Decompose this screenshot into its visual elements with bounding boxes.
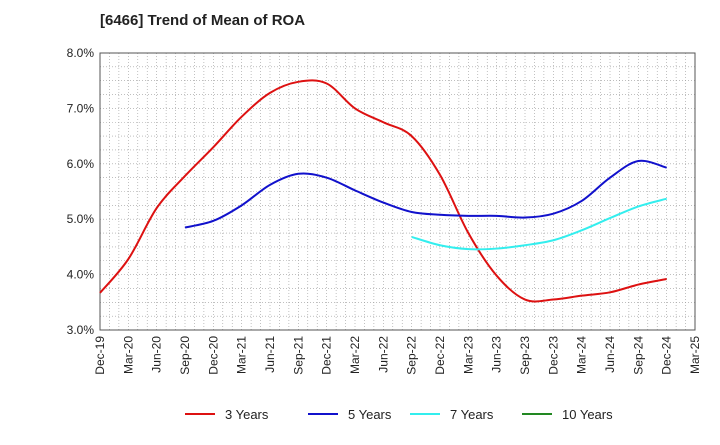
x-tick-label: Sep-23 xyxy=(518,336,532,375)
x-tick-label: Jun-24 xyxy=(603,336,617,373)
x-tick-label: Dec-23 xyxy=(546,336,560,375)
legend-label: 3 Years xyxy=(225,407,269,422)
legend-label: 7 Years xyxy=(450,407,494,422)
x-tick-label: Dec-21 xyxy=(320,336,334,375)
plot-frame xyxy=(99,52,696,331)
y-tick-label: 7.0% xyxy=(67,101,95,115)
x-tick-label: Mar-23 xyxy=(461,336,475,374)
x-tick-label: Mar-22 xyxy=(348,336,362,374)
series-line-3-years xyxy=(99,79,667,303)
x-tick-label: Sep-24 xyxy=(631,336,645,375)
x-tick-label: Dec-20 xyxy=(206,336,220,375)
legend-label: 10 Years xyxy=(562,407,613,422)
x-tick-label: Dec-24 xyxy=(660,336,674,375)
y-tick-label: 5.0% xyxy=(67,212,95,226)
chart-title: [6466] Trend of Mean of ROA xyxy=(100,12,306,29)
x-tick-label: Sep-22 xyxy=(405,336,419,375)
x-tick-label: Jun-22 xyxy=(376,336,390,373)
x-tick-label: Dec-19 xyxy=(93,336,107,375)
x-tick-label: Mar-21 xyxy=(235,336,249,374)
x-tick-label: Mar-25 xyxy=(688,336,702,374)
legend-label: 5 Years xyxy=(348,407,392,422)
x-tick-label: Mar-24 xyxy=(575,336,589,374)
y-tick-label: 6.0% xyxy=(67,157,95,171)
x-tick-label: Dec-22 xyxy=(433,336,447,375)
y-tick-label: 3.0% xyxy=(67,323,95,337)
x-tick-label: Sep-20 xyxy=(178,336,192,375)
x-tick-label: Jun-20 xyxy=(150,336,164,373)
x-tick-label: Jun-23 xyxy=(490,336,504,373)
y-tick-label: 4.0% xyxy=(67,268,95,282)
y-tick-label: 8.0% xyxy=(67,46,95,60)
x-tick-label: Mar-20 xyxy=(121,336,135,374)
x-tick-label: Jun-21 xyxy=(263,336,277,373)
series-line-5-years xyxy=(184,159,667,229)
x-tick-label: Sep-21 xyxy=(291,336,305,375)
series-line-7-years xyxy=(411,197,667,251)
